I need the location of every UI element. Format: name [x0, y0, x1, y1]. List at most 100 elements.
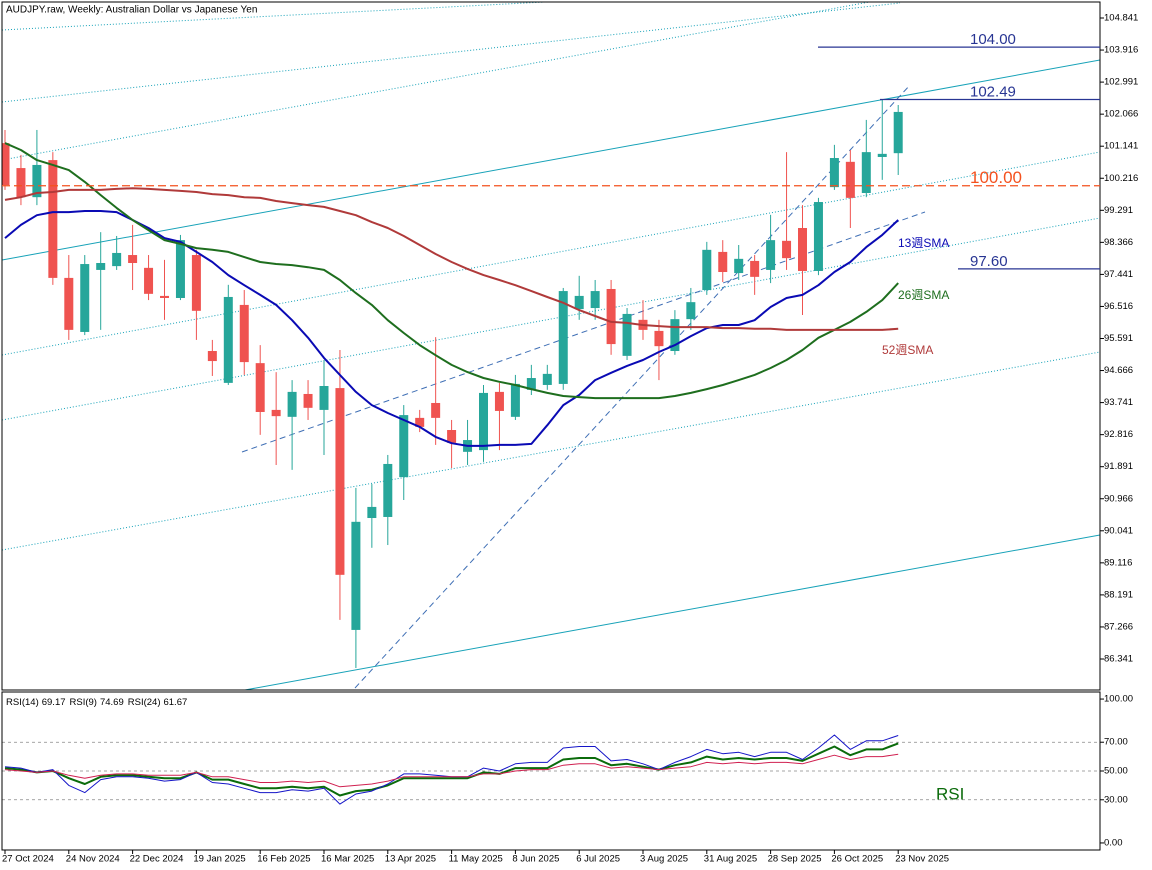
y-tick-label: 88.191	[1104, 589, 1133, 600]
x-tick-label: 13 Apr 2025	[385, 854, 436, 865]
candle-body	[574, 295, 584, 310]
candle-body	[590, 291, 600, 309]
y-tick-label: 99.291	[1104, 205, 1133, 216]
candle-body	[303, 393, 313, 408]
candle-body	[2, 143, 10, 186]
rsi-name: RSI(14)	[6, 697, 39, 708]
candle-body	[845, 161, 855, 198]
candle-body	[431, 402, 441, 418]
candle-body	[160, 295, 169, 298]
candle-body	[479, 392, 488, 451]
level-label: 104.00	[970, 31, 1016, 48]
series-line	[4, 142, 899, 400]
candle-body	[510, 383, 520, 417]
candle-body	[112, 252, 122, 267]
candle-body	[128, 255, 138, 264]
series-label: 13週SMA	[898, 236, 949, 250]
y-tick-label: 102.066	[1104, 109, 1138, 120]
rsi-value: 69.17	[42, 697, 66, 708]
candle-body	[335, 388, 345, 575]
chart-title: AUDJPY.raw, Weekly: Australian Dollar vs…	[6, 5, 257, 16]
candle-body	[175, 240, 185, 298]
series-label: 26週SMA	[898, 288, 949, 302]
series-line	[4, 210, 899, 447]
candle-body	[191, 255, 201, 311]
series-line	[4, 187, 899, 331]
y-tick-label: 95.591	[1104, 333, 1133, 344]
channel-line	[2, 2, 546, 31]
x-tick-label: 3 Aug 2025	[640, 854, 688, 865]
rsi-value: 61.67	[163, 697, 187, 708]
candle-body	[718, 251, 728, 273]
candle-body	[526, 378, 536, 390]
candle-body	[734, 258, 744, 274]
candle-body	[271, 409, 281, 417]
channel-line	[2, 217, 1100, 421]
series-label: 52週SMA	[882, 343, 933, 357]
y-tick-label: 102.991	[1104, 77, 1138, 88]
x-tick-label: 16 Feb 2025	[257, 854, 310, 865]
candle-body	[750, 260, 760, 277]
y-tick-label: 103.916	[1104, 45, 1138, 56]
candle-body	[399, 415, 409, 478]
rsi-name: RSI(9)	[70, 697, 97, 708]
trend-line	[354, 84, 911, 689]
y-tick-label: 0.00	[1104, 837, 1123, 848]
level-label: 97.60	[970, 253, 1008, 270]
candle-body	[96, 263, 106, 270]
candle-body	[494, 391, 504, 411]
y-tick-label: 87.266	[1104, 621, 1133, 632]
candle-body	[367, 506, 377, 519]
candle-body	[447, 430, 457, 443]
candle-body	[32, 164, 42, 198]
candle-body	[16, 168, 26, 198]
candle-body	[861, 152, 871, 194]
candle-body	[702, 249, 712, 291]
y-tick-label: 92.816	[1104, 429, 1133, 440]
x-tick-label: 28 Sep 2025	[768, 854, 822, 865]
y-tick-label: 50.00	[1104, 766, 1128, 777]
x-tick-label: 27 Oct 2024	[2, 854, 54, 865]
candle-body	[893, 111, 903, 154]
rsi-frame	[1, 691, 1101, 851]
candle-body	[798, 228, 807, 271]
y-tick-label: 104.841	[1104, 13, 1138, 24]
x-tick-label: 11 May 2025	[449, 854, 503, 865]
x-tick-label: 24 Nov 2024	[66, 854, 120, 865]
candle-body	[80, 264, 90, 332]
candle-body	[829, 158, 839, 188]
y-tick-label: 70.00	[1104, 737, 1128, 748]
candle-body	[686, 302, 696, 320]
candle-body	[223, 296, 233, 383]
series-line	[4, 742, 899, 797]
candle-body	[542, 373, 552, 385]
candle-body	[383, 463, 393, 517]
main-plot	[2, 99, 903, 669]
level-label: 100.00	[970, 168, 1022, 187]
candle-body	[319, 386, 329, 410]
x-tick-label: 31 Aug 2025	[704, 854, 757, 865]
y-tick-label: 30.00	[1104, 794, 1128, 805]
candle-body	[813, 202, 823, 271]
candle-body	[239, 304, 249, 363]
candle-body	[622, 313, 632, 356]
y-tick-label: 100.00	[1104, 694, 1133, 705]
rsi-plot	[2, 734, 1100, 805]
x-tick-label: 16 Mar 2025	[321, 854, 374, 865]
candle-body	[877, 153, 887, 157]
candle-body	[766, 240, 776, 270]
y-tick-label: 90.966	[1104, 493, 1133, 504]
y-tick-label: 94.666	[1104, 365, 1133, 376]
candle-body	[782, 240, 792, 259]
rsi-value: 74.69	[100, 697, 124, 708]
y-tick-label: 89.116	[1104, 557, 1132, 568]
y-tick-label: 97.441	[1104, 269, 1133, 280]
y-tick-label: 96.516	[1104, 301, 1133, 312]
channel-line	[2, 2, 901, 103]
candle-body	[351, 521, 361, 630]
x-tick-label: 19 Jan 2025	[193, 854, 245, 865]
x-tick-label: 6 Jul 2025	[576, 854, 620, 865]
y-tick-label: 101.141	[1104, 141, 1138, 152]
